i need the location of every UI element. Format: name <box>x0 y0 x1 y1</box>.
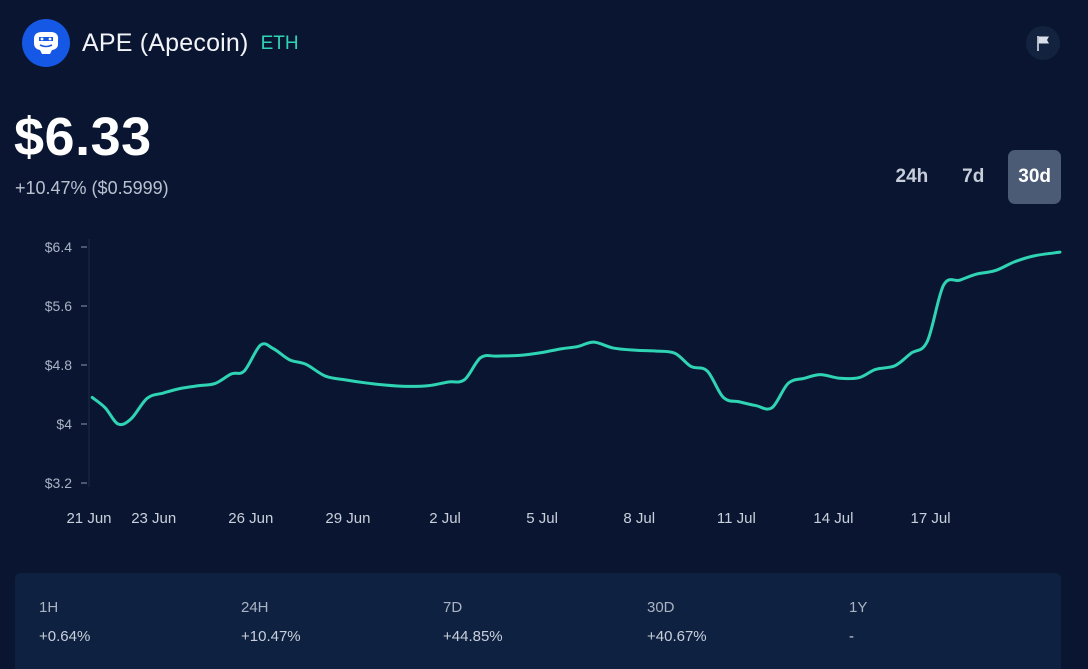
range-selector: 24h 7d 30d <box>886 150 1062 204</box>
coin-header: APE (Apecoin) ETH <box>22 20 299 66</box>
coin-name: APE (Apecoin) <box>82 29 249 58</box>
x-tick-label: 21 Jun <box>66 510 111 527</box>
range-7d-button[interactable]: 7d <box>948 150 998 204</box>
x-tick-label: 2 Jul <box>429 510 461 527</box>
x-tick-label: 23 Jun <box>131 510 176 527</box>
x-tick-label: 5 Jul <box>526 510 558 527</box>
stat-value: +44.85% <box>443 628 503 645</box>
y-tick-label: $3.2 <box>45 475 72 491</box>
stat-label: 30D <box>647 599 707 616</box>
y-tick-label: $5.6 <box>45 298 72 314</box>
performance-panel: 1H +0.64% 24H +10.47% 7D +44.85% 30D +40… <box>15 573 1061 669</box>
x-tick-label: 14 Jul <box>813 510 853 527</box>
stat-value: - <box>849 628 867 645</box>
x-tick-label: 17 Jul <box>911 510 951 527</box>
x-tick-label: 8 Jul <box>623 510 655 527</box>
price-change: +10.47% ($0.5999) <box>15 178 169 199</box>
stat-value: +10.47% <box>241 628 301 645</box>
stat-1h: 1H +0.64% <box>39 599 90 645</box>
stat-label: 1H <box>39 599 90 616</box>
flag-icon <box>1034 34 1052 52</box>
x-tick-label: 11 Jul <box>717 510 756 527</box>
stat-value: +0.64% <box>39 628 90 645</box>
stat-label: 7D <box>443 599 503 616</box>
x-tick-label: 26 Jun <box>228 510 273 527</box>
stat-1y: 1Y - <box>849 599 867 645</box>
y-tick-label: $4 <box>56 416 72 432</box>
range-30d-button[interactable]: 30d <box>1008 150 1061 204</box>
price-chart: $6.4 $5.6 $4.8 $4 $3.2 21 Jun 23 Jun 26 Jun 29 J… <box>0 225 1088 535</box>
stat-30d: 30D +40.67% <box>647 599 707 645</box>
stat-24h: 24H +10.47% <box>241 599 301 645</box>
price-series-line <box>92 252 1060 424</box>
stat-label: 24H <box>241 599 301 616</box>
stat-value: +40.67% <box>647 628 707 645</box>
y-tick-label: $6.4 <box>45 239 72 255</box>
current-price: $6.33 <box>14 106 152 168</box>
range-24h-button[interactable]: 24h <box>886 150 939 204</box>
chain-badge: ETH <box>261 33 299 55</box>
ape-logo-icon <box>22 19 70 67</box>
y-tick-label: $4.8 <box>45 357 72 373</box>
stat-7d: 7D +44.85% <box>443 599 503 645</box>
x-tick-label: 29 Jun <box>325 510 370 527</box>
stat-label: 1Y <box>849 599 867 616</box>
report-flag-button[interactable] <box>1026 26 1060 60</box>
